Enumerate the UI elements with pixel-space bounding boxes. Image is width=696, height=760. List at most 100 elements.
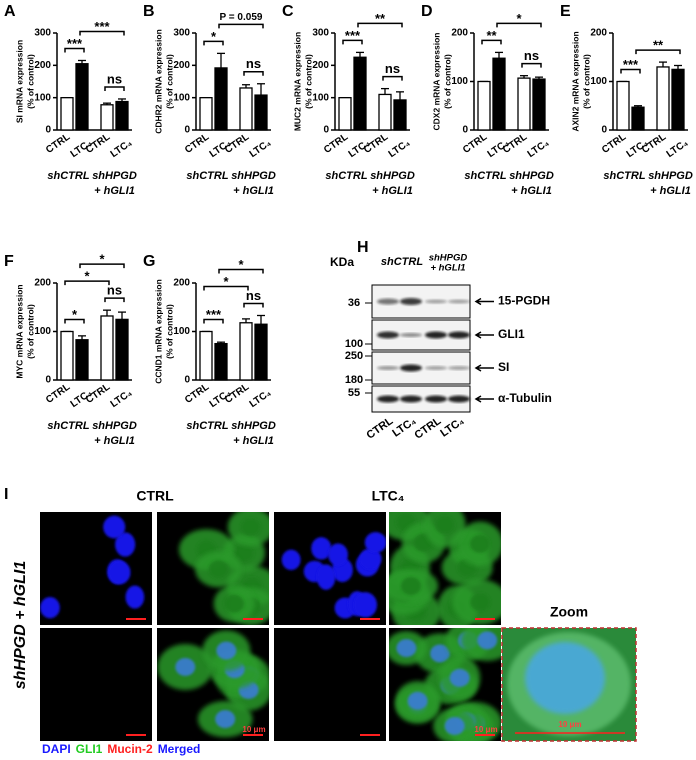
y-tick-label: 300: [312, 28, 329, 39]
significance-label: *: [238, 257, 244, 272]
bar: [100, 315, 114, 381]
cell-nucleus: [125, 585, 145, 609]
panel-label: A: [4, 3, 16, 20]
protein-label: 15-PGDH: [498, 294, 550, 308]
category-label: LTC₄: [665, 137, 691, 160]
marker-label: 250: [345, 350, 363, 362]
panel-label: D: [421, 3, 433, 20]
significance-label: *: [211, 29, 217, 44]
group-label: shHPGD: [509, 170, 554, 182]
group-label: shCTRL: [325, 170, 367, 182]
panel-label: F: [4, 253, 14, 270]
cell-nucleus: [327, 543, 348, 566]
group-label: shCTRL: [603, 170, 645, 182]
micrograph-content: [281, 532, 386, 619]
marker-label: 100: [345, 338, 363, 350]
significance-bracket: [79, 263, 125, 269]
protein-label: GLI1: [498, 327, 525, 341]
significance-bracket: [203, 318, 224, 324]
significance-bracket: [64, 280, 110, 286]
bar: [239, 87, 253, 131]
significance-bracket: [64, 318, 85, 324]
cell-nucleus: [359, 548, 382, 570]
stain-label: Merged: [158, 742, 201, 756]
bar: [199, 330, 213, 381]
significance-bracket: [243, 71, 264, 76]
bar: [115, 100, 129, 131]
group-label: shHPGD: [429, 253, 468, 264]
cell-nucleus: [216, 641, 237, 660]
y-tick-label: 100: [173, 92, 190, 103]
category-label: CTRL: [223, 132, 251, 156]
cell-nucleus: [281, 549, 301, 571]
cell-nucleus: [208, 560, 229, 579]
significance-label: P = 0.059: [220, 12, 263, 23]
micrograph-content: [178, 512, 269, 625]
significance-label: ns: [107, 71, 122, 86]
micrograph-content: [389, 628, 501, 741]
column-label: CTRL: [136, 488, 174, 504]
micrograph-background: [40, 628, 152, 741]
significance-bracket: [481, 39, 502, 45]
lane-label: LTC₄: [438, 415, 466, 440]
micrograph: [157, 512, 269, 625]
group-label: shCTRL: [186, 170, 228, 182]
y-tick-label: 0: [45, 375, 51, 386]
group-label: shCTRL: [381, 256, 423, 268]
category-label: LTC₄: [109, 387, 135, 410]
scale-bar-label: 10 μm: [558, 720, 581, 729]
blot-band: [448, 395, 470, 403]
stain-label: Mucin-2: [107, 742, 153, 756]
category-label: CTRL: [223, 382, 251, 406]
micrograph-background: [274, 628, 386, 741]
group-label: shCTRL: [47, 170, 89, 182]
panel-label: I: [4, 486, 8, 503]
micrograph: [389, 512, 501, 625]
zoom-border: [501, 627, 637, 742]
y-tick-label: 300: [34, 28, 51, 39]
bar: [631, 106, 645, 131]
cell-nucleus: [224, 594, 245, 613]
bar: [100, 104, 114, 131]
bar: [671, 68, 685, 131]
y-tick-label: 100: [34, 326, 51, 337]
y-tick-label: 0: [184, 125, 190, 136]
cell-nucleus: [430, 644, 451, 663]
significance-label: ns: [246, 288, 261, 303]
significance-bracket: [203, 285, 249, 291]
significance-bracket: [496, 22, 542, 28]
cell-nucleus: [353, 592, 378, 618]
bar: [492, 57, 506, 131]
blot-band: [377, 395, 399, 403]
significance-bracket: [521, 62, 542, 68]
group-label: + hGLI1: [511, 185, 552, 197]
arrow: [474, 297, 494, 306]
bar: [393, 99, 407, 131]
protein-label: α-Tubulin: [498, 391, 552, 405]
bar: [60, 330, 74, 381]
cell-nucleus: [316, 564, 336, 590]
bar: [60, 97, 74, 131]
cell-nucleus: [401, 576, 422, 595]
significance-label: *: [516, 11, 522, 26]
bar: [75, 339, 89, 381]
bar: [353, 56, 367, 131]
bar: [115, 318, 129, 381]
y-axis-label: CCND1 mRNA expression: [153, 279, 163, 384]
y-tick-label: 100: [590, 76, 607, 87]
micrograph: [157, 628, 269, 741]
cell-nucleus: [175, 657, 196, 676]
category-label: LTC₄: [387, 137, 413, 160]
scale-bar-label: 10 μm: [242, 725, 265, 734]
cell-nucleus: [449, 668, 470, 687]
cell-nucleus: [311, 537, 332, 560]
group-label: shHPGD: [231, 170, 276, 182]
significance-bracket: [218, 23, 264, 29]
y-axis-label-unit: (% of control): [164, 54, 174, 109]
group-label: shHPGD: [92, 170, 137, 182]
group-label: shHPGD: [231, 420, 276, 432]
significance-label: ns: [246, 56, 261, 71]
zoom-nucleus: [525, 642, 605, 714]
panel-label: B: [143, 3, 155, 20]
bar: [199, 97, 213, 131]
